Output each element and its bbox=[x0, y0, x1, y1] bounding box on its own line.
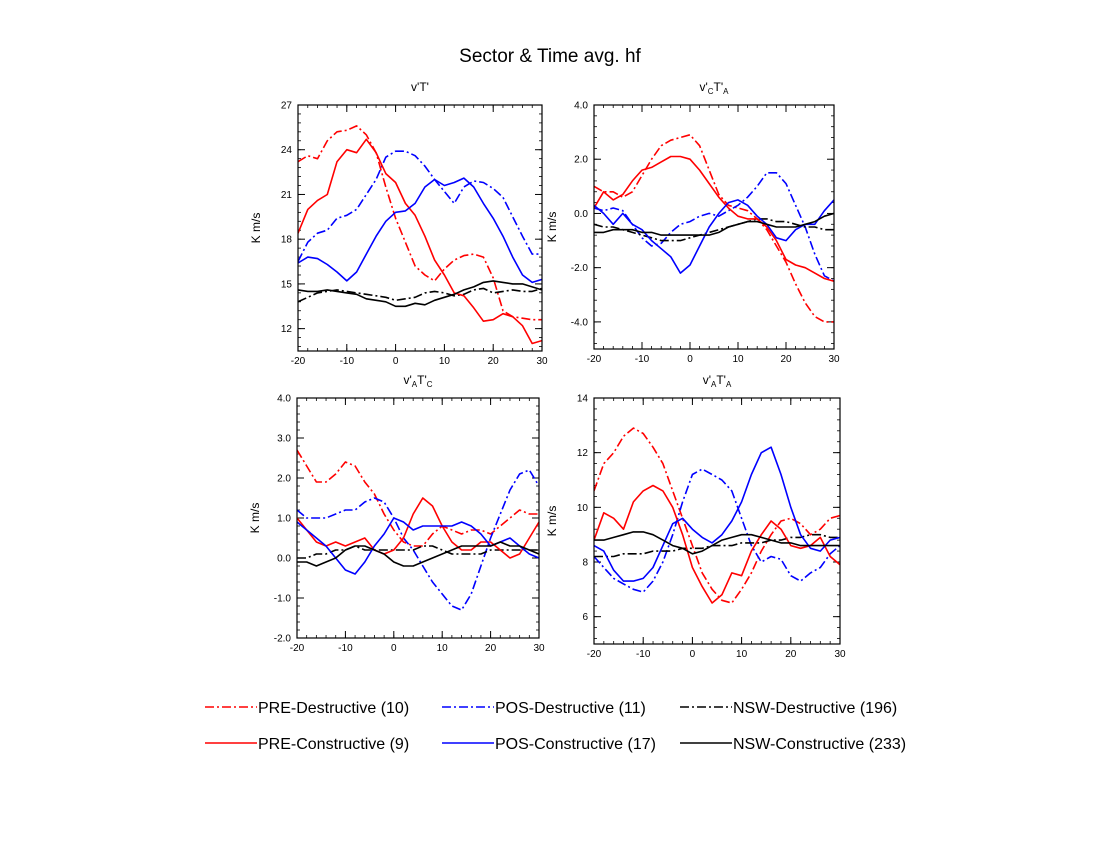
series-line bbox=[594, 427, 840, 604]
x-tick-label: -10 bbox=[338, 643, 353, 654]
series-line bbox=[297, 545, 539, 559]
x-tick-label: -20 bbox=[587, 354, 602, 365]
y-tick-label: 0.0 bbox=[277, 554, 291, 565]
x-tick-label: -10 bbox=[340, 356, 355, 367]
y-tick-label: 2.0 bbox=[277, 474, 291, 485]
legend-label: POS-Constructive (17) bbox=[495, 736, 656, 753]
series-line bbox=[594, 531, 840, 555]
legend-label: PRE-Destructive (10) bbox=[258, 700, 409, 717]
y-axis-label: K m/s bbox=[545, 212, 559, 243]
y-tick-label: 27 bbox=[281, 101, 293, 112]
y-tick-label: 18 bbox=[281, 235, 293, 246]
x-tick-label: 10 bbox=[736, 649, 748, 660]
series-line bbox=[594, 484, 840, 604]
y-tick-label: -2.0 bbox=[571, 263, 589, 274]
panel-2: v'CT'A K m/s -20 -10 0 10 20 30 -4.0 -2.0 0.0 2.0 4.… bbox=[545, 80, 840, 365]
x-tick-label: -10 bbox=[635, 354, 650, 365]
y-tick-label: 24 bbox=[281, 145, 293, 156]
legend-label: NSW-Constructive (233) bbox=[733, 736, 906, 753]
x-tick-label: 0 bbox=[687, 354, 693, 365]
y-tick-label: 6 bbox=[582, 612, 588, 623]
y-axis-label: K m/s bbox=[545, 506, 559, 537]
y-tick-label: 12 bbox=[281, 324, 293, 335]
plot-frame bbox=[296, 397, 540, 639]
panels: v'T' K m/s -20 -10 0 10 20 30 12 15 18 21 24 27 v'CT'A… bbox=[248, 80, 846, 660]
y-tick-label: 4.0 bbox=[277, 394, 291, 405]
panel-title: v'AT'A bbox=[703, 373, 732, 389]
x-tick-label: -20 bbox=[291, 356, 306, 367]
y-tick-label: 0.0 bbox=[574, 209, 588, 220]
plot-frame bbox=[297, 104, 543, 352]
y-axis-label: K m/s bbox=[248, 503, 262, 534]
series-line bbox=[297, 541, 539, 567]
series-line bbox=[298, 287, 542, 303]
y-tick-label: 3.0 bbox=[277, 434, 291, 445]
x-tick-label: -20 bbox=[587, 649, 602, 660]
legend-label: NSW-Destructive (196) bbox=[733, 700, 897, 717]
legend-label: POS-Destructive (11) bbox=[495, 700, 646, 717]
y-tick-label: 10 bbox=[577, 503, 589, 514]
panel-1: v'T' K m/s -20 -10 0 10 20 30 12 15 18 21 24 27 bbox=[249, 80, 548, 367]
y-tick-label: 1.0 bbox=[277, 514, 291, 525]
panel-title: v'T' bbox=[411, 80, 429, 94]
series-line bbox=[297, 469, 539, 611]
series-line bbox=[594, 533, 840, 558]
y-tick-label: 8 bbox=[582, 558, 588, 569]
x-tick-label: 20 bbox=[488, 356, 500, 367]
x-tick-label: 30 bbox=[536, 356, 548, 367]
series-line bbox=[298, 280, 542, 308]
x-tick-label: 20 bbox=[485, 643, 497, 654]
x-tick-label: -10 bbox=[636, 649, 651, 660]
legend-label: PRE-Constructive (9) bbox=[258, 736, 409, 753]
x-tick-label: 0 bbox=[690, 649, 696, 660]
series-line bbox=[594, 218, 834, 242]
y-axis-label: K m/s bbox=[249, 213, 263, 244]
y-tick-label: -4.0 bbox=[571, 317, 589, 328]
x-tick-label: 0 bbox=[391, 643, 397, 654]
panel-4: v'AT'A K m/s -20 -10 0 10 20 30 6 8 10 12 14 bbox=[545, 373, 846, 660]
series-line bbox=[594, 155, 834, 282]
x-tick-label: 10 bbox=[439, 356, 451, 367]
x-tick-label: 30 bbox=[533, 643, 545, 654]
series-line bbox=[594, 446, 840, 582]
x-tick-label: 20 bbox=[780, 354, 792, 365]
x-tick-label: 30 bbox=[828, 354, 840, 365]
y-tick-label: 2.0 bbox=[574, 155, 588, 166]
y-tick-label: -1.0 bbox=[274, 594, 292, 605]
series-line bbox=[298, 177, 542, 284]
series-line bbox=[594, 134, 834, 323]
y-tick-label: -2.0 bbox=[274, 634, 292, 645]
series-line bbox=[297, 449, 539, 547]
legend: PRE-Destructive (10) POS-Destructive (11)… bbox=[205, 700, 906, 753]
panel-3: v'AT'C K m/s -20 -10 0 10 20 30 -2.0 -1.0 0.0 1.0 2.… bbox=[248, 373, 545, 654]
x-tick-label: 20 bbox=[785, 649, 797, 660]
x-tick-label: -20 bbox=[290, 643, 305, 654]
figure-title: Sector & Time avg. hf bbox=[459, 46, 641, 67]
series-line bbox=[594, 199, 834, 274]
y-tick-label: 4.0 bbox=[574, 101, 588, 112]
series-line bbox=[594, 212, 834, 236]
x-tick-label: 10 bbox=[437, 643, 449, 654]
plot-frame bbox=[593, 104, 835, 350]
x-tick-label: 10 bbox=[732, 354, 744, 365]
series-line bbox=[298, 125, 542, 321]
series-line bbox=[297, 497, 539, 559]
x-tick-label: 0 bbox=[393, 356, 399, 367]
panel-title: v'AT'C bbox=[403, 373, 432, 389]
x-tick-label: 30 bbox=[834, 649, 846, 660]
series-line bbox=[298, 138, 542, 345]
plot-frame bbox=[593, 397, 841, 645]
y-tick-label: 14 bbox=[577, 394, 589, 405]
y-tick-label: 15 bbox=[281, 279, 293, 290]
series-line bbox=[594, 468, 840, 593]
series-line bbox=[594, 172, 834, 282]
panel-title: v'CT'A bbox=[699, 80, 729, 96]
y-tick-label: 12 bbox=[577, 448, 589, 459]
y-tick-label: 21 bbox=[281, 190, 293, 201]
